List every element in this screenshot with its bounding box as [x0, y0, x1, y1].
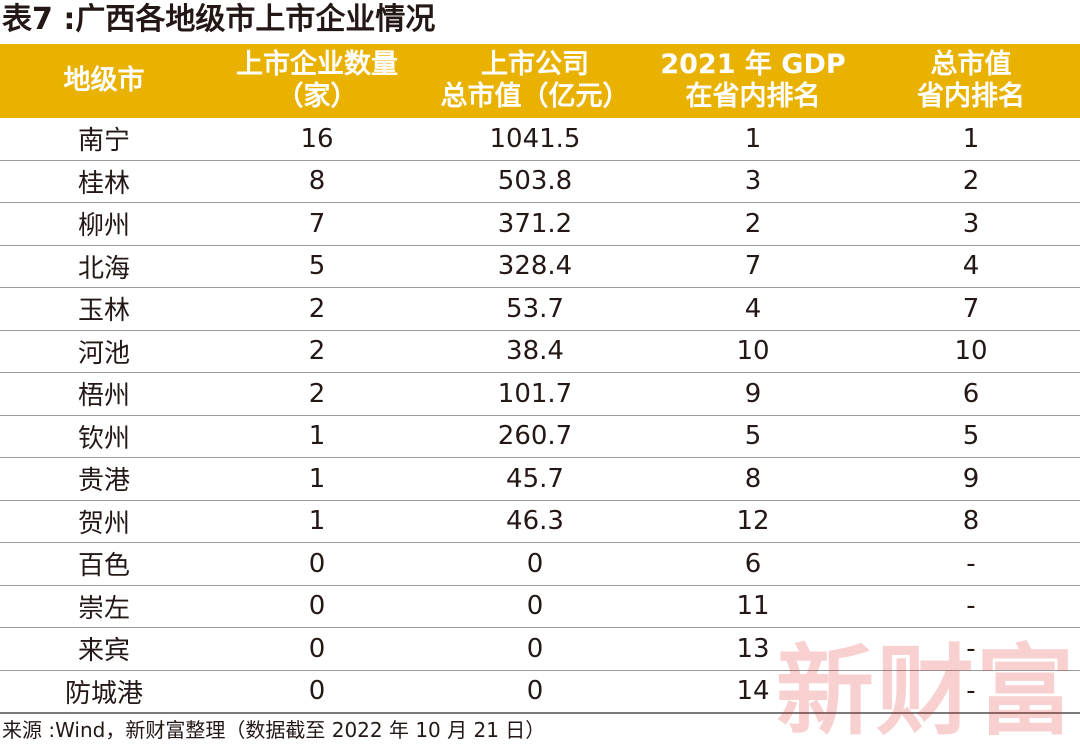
cell-company-count: 8 [208, 160, 426, 203]
table-row: 柳州 7 371.2 2 3 [0, 202, 1080, 246]
table-row: 百色 0 0 6- [0, 542, 1080, 586]
cell-market-cap: 101.7 [426, 372, 644, 416]
cell-company-count: 1 [208, 415, 426, 458]
cell-gdp-rank: 4 [644, 287, 862, 331]
cell-company-count: 0 [208, 670, 426, 714]
cell-market-cap: 0 [426, 670, 644, 714]
cell-cap-rank: 1 [862, 118, 1080, 161]
table-row: 南宁 16 1041.5 1 1 [0, 118, 1080, 161]
cell-gdp-rank: 6 [644, 542, 862, 586]
cell-market-cap: 0 [426, 542, 644, 586]
header-cap-rank: 总市值 省内排名 [862, 44, 1080, 118]
header-city: 地级市 [0, 44, 208, 118]
header-row: 地级市 上市企业数量 （家） 上市公司 总市值（亿元） 2021 年 GDP 在省内排… [0, 44, 1080, 118]
cell-gdp-rank: 13 [644, 627, 862, 671]
header-gdp-rank: 2021 年 GDP 在省内排名 [644, 44, 862, 118]
cell-city: 南宁 [0, 118, 208, 161]
cell-city: 梧州 [0, 372, 208, 416]
table-row: 河池 2 38.4 10 10 [0, 330, 1080, 373]
table-body: 南宁 16 1041.5 1 1 桂林 8 503.8 3 2 柳州 7 371.2 2 3 北海 5 328.4… [0, 118, 1080, 714]
cell-city: 崇左 [0, 585, 208, 628]
table-title: 表7 :广西各地级市上市企业情况 [2, 2, 436, 37]
cell-market-cap: 0 [426, 627, 644, 671]
table-header: 地级市 上市企业数量 （家） 上市公司 总市值（亿元） 2021 年 GDP 在省内排… [0, 44, 1080, 118]
cell-company-count: 0 [208, 542, 426, 586]
cell-company-count: 7 [208, 202, 426, 246]
cell-market-cap: 46.3 [426, 500, 644, 543]
cell-city: 玉林 [0, 287, 208, 331]
table-row: 钦州 1 260.7 5 5 [0, 415, 1080, 458]
cell-market-cap: 371.2 [426, 202, 644, 246]
cell-gdp-rank: 9 [644, 372, 862, 416]
cell-gdp-rank: 12 [644, 500, 862, 543]
header-company-count: 上市企业数量 （家） [208, 44, 426, 118]
cell-market-cap: 53.7 [426, 287, 644, 331]
cell-gdp-rank: 10 [644, 330, 862, 373]
cell-cap-rank: 8 [862, 500, 1080, 543]
cell-market-cap: 260.7 [426, 415, 644, 458]
cell-company-count: 2 [208, 372, 426, 416]
cell-company-count: 16 [208, 118, 426, 161]
cell-gdp-rank: 8 [644, 457, 862, 501]
cell-company-count: 0 [208, 627, 426, 671]
cell-gdp-rank: 1 [644, 118, 862, 161]
cell-gdp-rank: 5 [644, 415, 862, 458]
cell-cap-rank: 2 [862, 160, 1080, 203]
cell-cap-rank: - [862, 542, 1080, 586]
table-row: 贵港 1 45.7 8 9 [0, 457, 1080, 501]
cell-gdp-rank: 14 [644, 670, 862, 714]
cell-city: 河池 [0, 330, 208, 373]
cell-company-count: 5 [208, 245, 426, 288]
cell-cap-rank: 4 [862, 245, 1080, 288]
cell-city: 柳州 [0, 202, 208, 246]
cell-cap-rank: 3 [862, 202, 1080, 246]
cell-market-cap: 328.4 [426, 245, 644, 288]
cell-gdp-rank: 2 [644, 202, 862, 246]
table-row: 玉林 2 53.7 4 7 [0, 287, 1080, 331]
source-note: 来源 :Wind，新财富整理（数据截至 2022 年 10 月 21 日） [2, 718, 546, 742]
cell-market-cap: 503.8 [426, 160, 644, 203]
table-row: 崇左 0 0 11- [0, 585, 1080, 628]
table-row: 梧州 2 101.7 9 6 [0, 372, 1080, 416]
cell-company-count: 2 [208, 330, 426, 373]
cell-company-count: 2 [208, 287, 426, 331]
cell-cap-rank: 5 [862, 415, 1080, 458]
cell-market-cap: 1041.5 [426, 118, 644, 161]
cell-gdp-rank: 3 [644, 160, 862, 203]
cell-market-cap: 38.4 [426, 330, 644, 373]
cell-market-cap: 45.7 [426, 457, 644, 501]
table-row: 北海 5 328.4 7 4 [0, 245, 1080, 288]
cell-city: 钦州 [0, 415, 208, 458]
cell-cap-rank: 9 [862, 457, 1080, 501]
table-row: 贺州 1 46.3 12 8 [0, 500, 1080, 543]
cell-company-count: 1 [208, 500, 426, 543]
cell-city: 桂林 [0, 160, 208, 203]
cell-cap-rank: 10 [862, 330, 1080, 373]
table-row: 防城港 0 0 14- [0, 670, 1080, 714]
cell-city: 贵港 [0, 457, 208, 501]
cell-cap-rank: 6 [862, 372, 1080, 416]
cell-cap-rank: - [862, 627, 1080, 671]
cell-cap-rank: - [862, 585, 1080, 628]
cell-market-cap: 0 [426, 585, 644, 628]
cell-gdp-rank: 11 [644, 585, 862, 628]
table-row: 来宾 0 0 13- [0, 627, 1080, 671]
table-row: 桂林 8 503.8 3 2 [0, 160, 1080, 203]
cell-city: 防城港 [0, 670, 208, 714]
cell-city: 贺州 [0, 500, 208, 543]
cell-cap-rank: - [862, 670, 1080, 714]
cell-company-count: 1 [208, 457, 426, 501]
data-table: 地级市 上市企业数量 （家） 上市公司 总市值（亿元） 2021 年 GDP 在省内排… [0, 44, 1080, 714]
cell-company-count: 0 [208, 585, 426, 628]
cell-cap-rank: 7 [862, 287, 1080, 331]
cell-city: 北海 [0, 245, 208, 288]
cell-city: 来宾 [0, 627, 208, 671]
header-market-cap: 上市公司 总市值（亿元） [426, 44, 644, 118]
cell-city: 百色 [0, 542, 208, 586]
cell-gdp-rank: 7 [644, 245, 862, 288]
